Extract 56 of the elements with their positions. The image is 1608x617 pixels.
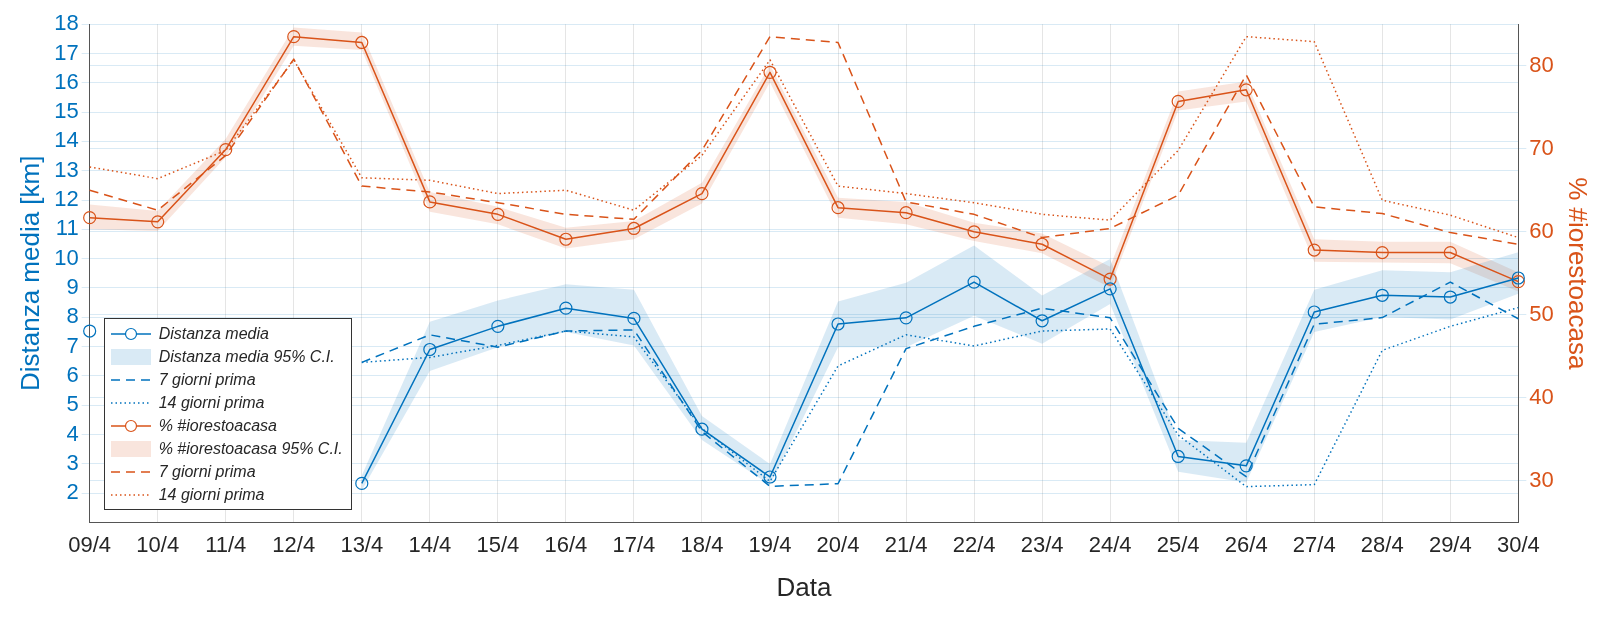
legend-label: 14 giorni prima [158, 485, 265, 504]
y-tick-label: 11 [55, 215, 79, 241]
x-tick-label: 13/4 [340, 531, 384, 557]
y-tick-label: 2 [66, 479, 79, 505]
y-tick-label: 7 [66, 332, 79, 358]
y2-tick-label: 40 [1529, 383, 1554, 409]
y-tick-label: 14 [54, 127, 79, 153]
x-tick-label: 27/4 [1292, 531, 1336, 557]
x-tick-label: 20/4 [816, 531, 860, 557]
y-tick-label: 6 [66, 361, 79, 387]
x-tick-label: 26/4 [1224, 531, 1268, 557]
y-tick-label: 12 [54, 186, 79, 212]
y-tick-label: 3 [66, 449, 79, 475]
x-tick-label: 09/4 [68, 531, 112, 557]
y-tick-label: 16 [54, 68, 79, 94]
y-tick-label: 8 [66, 303, 79, 329]
y2-tick-label: 70 [1529, 134, 1554, 160]
x-tick-label: 16/4 [544, 531, 588, 557]
legend-label: 14 giorni prima [158, 393, 265, 412]
x-tick-label: 14/4 [408, 531, 452, 557]
legend-label: 7 giorni prima [158, 462, 256, 481]
y-tick-label: 13 [54, 156, 79, 182]
x-tick-label: 30/4 [1496, 531, 1540, 557]
x-tick-label: 15/4 [476, 531, 520, 557]
y-tick-label: 9 [66, 274, 79, 300]
x-tick-label: 22/4 [952, 531, 996, 557]
annotation: Distanza media 95% C.I. [158, 347, 335, 366]
x-axis-title: Data [776, 571, 832, 602]
y2-tick-label: 30 [1529, 466, 1554, 492]
x-tick-label: 28/4 [1360, 531, 1404, 557]
y-tick-label: 10 [54, 244, 79, 270]
x-tick-label: 25/4 [1156, 531, 1200, 557]
x-tick-label: 18/4 [680, 531, 724, 557]
annotation: % #iorestoacasa 95% C.I. [158, 439, 343, 458]
y-tick-label: 4 [66, 420, 79, 446]
y2-tick-label: 50 [1529, 300, 1554, 326]
y-tick-label: 17 [54, 39, 79, 65]
x-tick-label: 19/4 [748, 531, 792, 557]
x-tick-label: 17/4 [612, 531, 656, 557]
x-tick-label: 23/4 [1020, 531, 1064, 557]
x-tick-label: 21/4 [884, 531, 928, 557]
legend-label: Distanza media [158, 324, 269, 343]
y-tick-label: 15 [54, 98, 79, 124]
x-tick-label: 24/4 [1088, 531, 1132, 557]
legend-label: % #iorestoacasa [158, 416, 277, 435]
y-axis-title: Distanza media [km] [14, 155, 45, 392]
x-tick-label: 29/4 [1428, 531, 1472, 557]
x-tick-label: 10/4 [136, 531, 180, 557]
y2-tick-label: 80 [1529, 51, 1554, 77]
y2-axis-title: % #iorestoacasa [1563, 177, 1594, 370]
y2-tick-label: 60 [1529, 217, 1554, 243]
y-tick-label: 5 [66, 391, 79, 417]
legend-label: 7 giorni prima [158, 370, 256, 389]
x-tick-label: 11/4 [205, 531, 247, 557]
y-tick-label: 18 [54, 10, 79, 36]
x-tick-label: 12/4 [272, 531, 316, 557]
